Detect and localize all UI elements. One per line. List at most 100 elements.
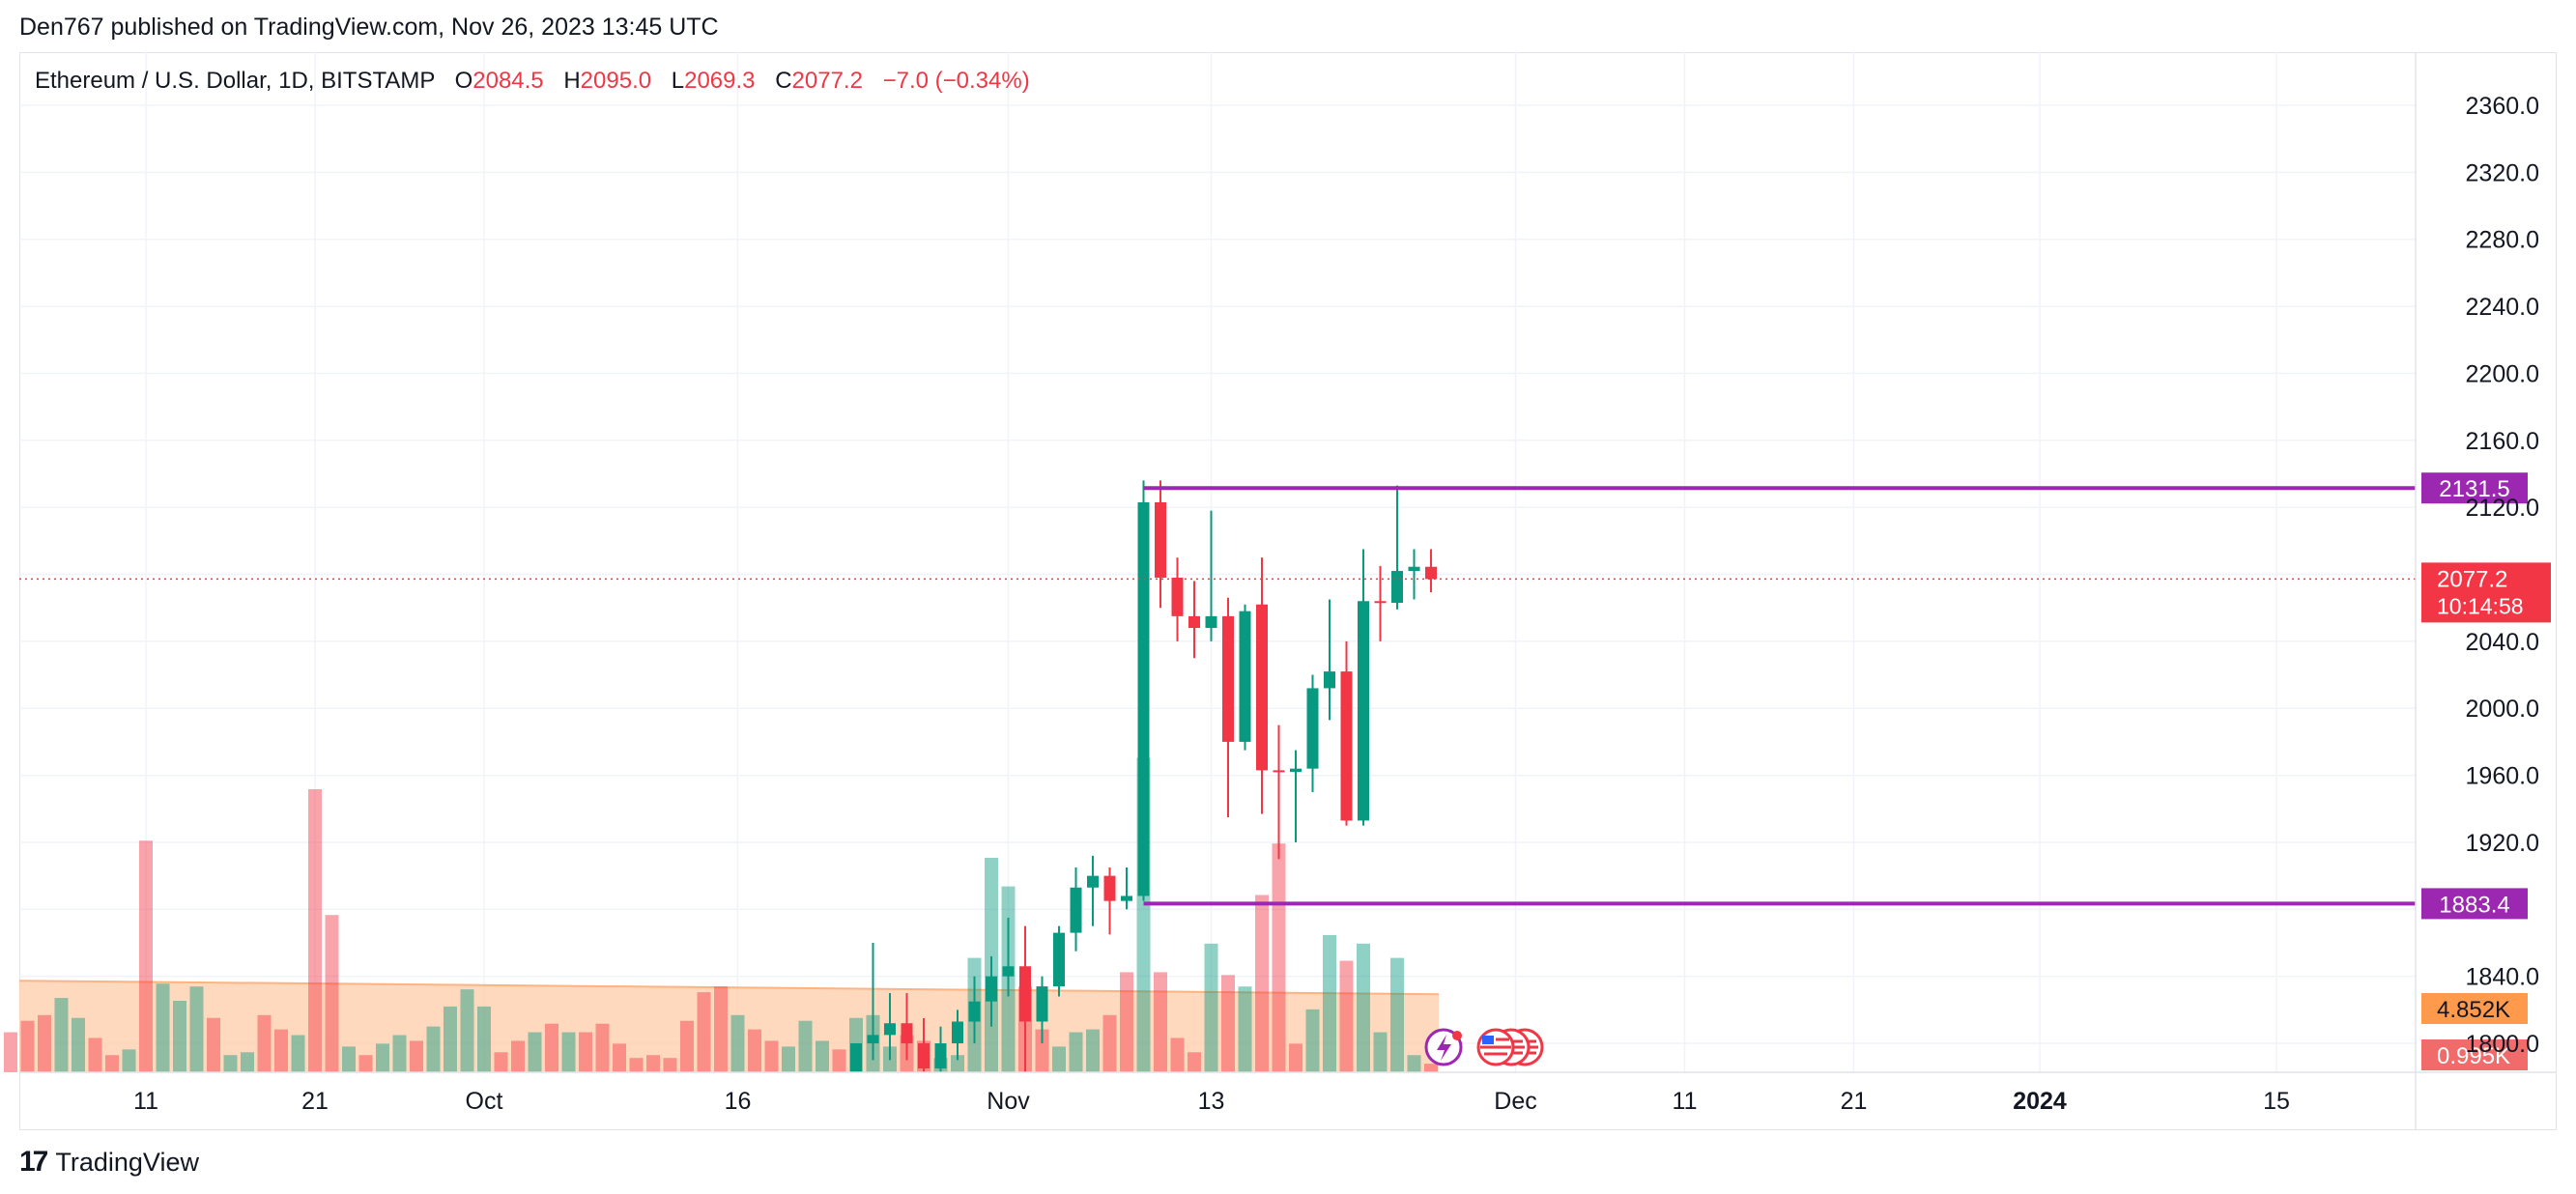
price-tick-label: 1960.0 xyxy=(2466,763,2539,790)
volume-bar xyxy=(1424,1064,1438,1072)
volume-bar xyxy=(1390,957,1404,1072)
volume-bar xyxy=(730,1014,745,1072)
volume-bar xyxy=(1188,1052,1201,1072)
volume-bar xyxy=(410,1040,423,1072)
low-label: L xyxy=(671,68,685,94)
volume-bar xyxy=(663,1058,677,1072)
high-label: H xyxy=(563,68,581,94)
volume-bar xyxy=(122,1049,136,1072)
candle-body xyxy=(1425,566,1437,580)
volume-bar xyxy=(832,1049,846,1072)
chart-frame xyxy=(19,52,2557,1130)
volume-ma-tag xyxy=(2421,993,2528,1024)
last-price-label: 2077.2 xyxy=(2437,566,2507,592)
candle-body xyxy=(1290,768,1302,773)
volume-bar xyxy=(1154,972,1167,1072)
time-axis: 11 21 Oct 16 Nov 13 Dec 11 21 2024 15 xyxy=(19,1071,2557,1115)
volume-bar xyxy=(444,1006,457,1072)
volume-bar xyxy=(579,1032,592,1072)
volume-bar xyxy=(561,1032,576,1072)
candle-body xyxy=(1358,601,1369,821)
volume-bar xyxy=(1204,943,1218,1072)
volume-bar xyxy=(105,1055,119,1072)
time-tick-label: 11 xyxy=(133,1088,158,1115)
candle-body xyxy=(850,1043,862,1072)
candle-body xyxy=(1002,966,1015,977)
volume-bar xyxy=(1170,1038,1185,1072)
price-tick-label: 1920.0 xyxy=(2466,830,2539,857)
volume-bar xyxy=(189,986,204,1072)
close-value: 2077.2 xyxy=(791,68,863,94)
symbol-legend: Ethereum / U.S. Dollar, 1D, BITSTAMP O20… xyxy=(35,68,1030,95)
candle-body xyxy=(934,1043,947,1069)
candle-body xyxy=(1053,932,1065,987)
volume-bar xyxy=(1339,960,1354,1072)
volume-ma-line xyxy=(18,980,1440,996)
time-tick-label: 13 xyxy=(1198,1088,1225,1115)
candle-body xyxy=(1408,566,1420,572)
volume-last-label: 0.995K xyxy=(2437,1043,2510,1069)
volume-bar xyxy=(1086,1029,1100,1072)
candle-body xyxy=(1155,501,1166,578)
tradingview-logo-icon: 17 xyxy=(19,1146,48,1178)
volume-bar xyxy=(1289,1043,1302,1072)
volume-bar xyxy=(173,1001,186,1072)
time-tick-label: 2024 xyxy=(2013,1088,2067,1115)
symbol-title: Ethereum / U.S. Dollar, 1D, BITSTAMP xyxy=(35,68,435,94)
grid xyxy=(19,52,2416,1072)
high-value: 2095.0 xyxy=(580,68,652,94)
volume-bar xyxy=(1373,1032,1388,1072)
volume-bar xyxy=(748,1029,761,1072)
volume-ma-area xyxy=(19,981,1439,1072)
event-markers xyxy=(1424,1028,1544,1066)
candle-body xyxy=(1171,577,1184,616)
candle-body xyxy=(1070,887,1082,933)
candle-body xyxy=(1374,601,1387,604)
volume-bar xyxy=(714,986,728,1072)
volume-bar xyxy=(291,1035,305,1072)
time-tick-label: 16 xyxy=(725,1088,752,1115)
volume-bar xyxy=(241,1052,254,1072)
open-label: O xyxy=(454,68,473,94)
volume-bar xyxy=(511,1040,525,1072)
volume-bar xyxy=(613,1043,626,1072)
open-value: 2084.5 xyxy=(472,68,544,94)
price-tick-label: 2200.0 xyxy=(2466,360,2539,387)
footer-brand[interactable]: 17 TradingView xyxy=(19,1146,199,1179)
volume-bar xyxy=(274,1029,288,1072)
volume-bar xyxy=(951,1055,964,1072)
volume-bar xyxy=(545,1023,558,1072)
time-tick-label: 21 xyxy=(301,1088,329,1115)
candle-body xyxy=(1188,615,1200,629)
price-tick-label: 2240.0 xyxy=(2466,294,2539,321)
volume-bar xyxy=(426,1026,441,1072)
candle-body xyxy=(952,1021,963,1044)
volume-bar xyxy=(88,1038,102,1072)
volume-bar xyxy=(1120,972,1133,1072)
volume-bar xyxy=(1238,986,1252,1072)
volume-bar xyxy=(1407,1055,1421,1072)
level-price-tag xyxy=(2421,472,2528,504)
volume-bar xyxy=(223,1055,238,1072)
volume-bar xyxy=(680,1020,694,1072)
candle-body xyxy=(1103,875,1116,901)
volume-bar xyxy=(54,998,69,1072)
volume-bar xyxy=(325,915,339,1072)
price-tick-label: 2320.0 xyxy=(2466,159,2539,186)
volume-bar xyxy=(477,1006,491,1072)
candle-body xyxy=(918,1043,930,1069)
level-lines: 2131.5 1883.4 2077.210:14:58 4.852K 0.995K xyxy=(19,472,2551,1070)
level-price-label: 1883.4 xyxy=(2439,892,2509,918)
candle-body xyxy=(1087,875,1099,888)
level-price-label: 2131.5 xyxy=(2439,476,2509,502)
time-tick-label: Oct xyxy=(466,1088,503,1115)
candle-body xyxy=(884,1023,896,1036)
candle-body xyxy=(867,1035,879,1044)
lightning-event-icon xyxy=(1424,1028,1463,1066)
volume-bar xyxy=(646,1055,660,1072)
level-price-tag xyxy=(2421,888,2528,920)
volume-bar xyxy=(1102,1014,1117,1072)
candle-body xyxy=(1273,770,1285,773)
price-tick-label: 1800.0 xyxy=(2466,1031,2539,1058)
